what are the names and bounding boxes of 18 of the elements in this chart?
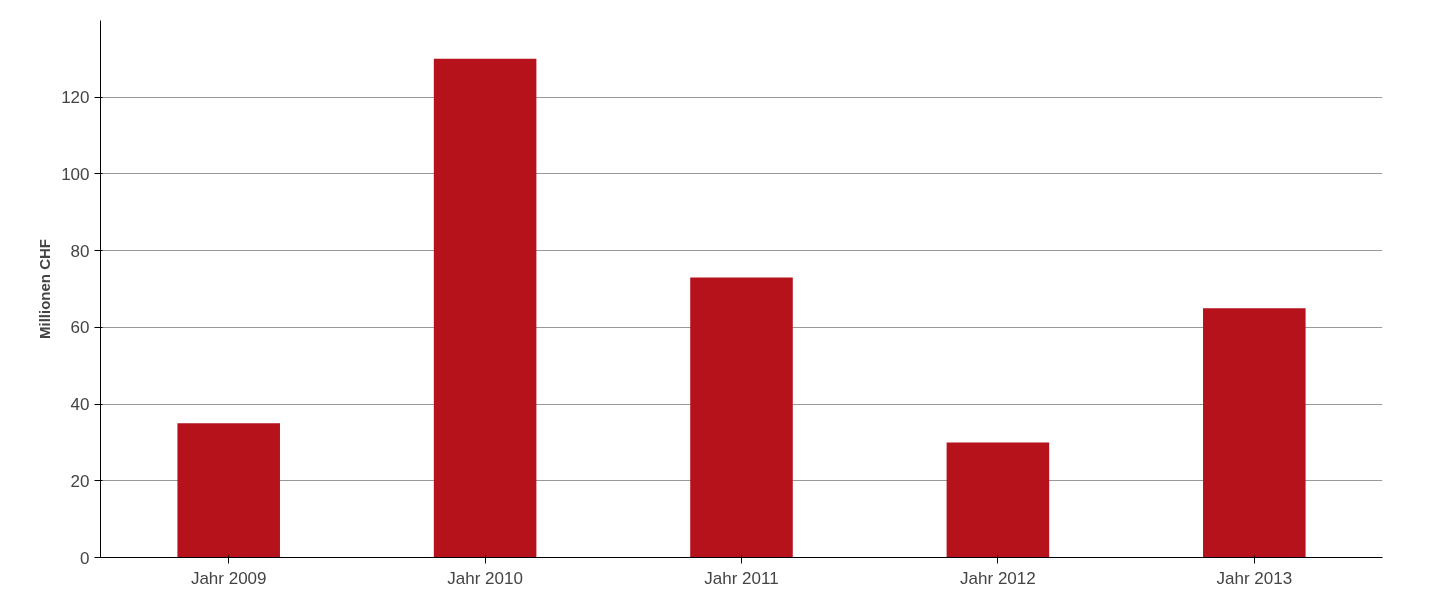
- x-tick-label: Jahr 2012: [960, 568, 1036, 588]
- bar: [946, 442, 1050, 558]
- bar: [690, 277, 793, 558]
- x-tick-label: Jahr 2011: [704, 568, 779, 588]
- bar: [177, 423, 280, 558]
- y-tick-label: 120: [61, 88, 90, 108]
- y-tick-label: 0: [80, 548, 90, 568]
- y-tick-label: 100: [61, 164, 90, 184]
- y-tick-label: 20: [70, 471, 90, 491]
- bar: [433, 58, 537, 558]
- x-tick-label: Jahr 2010: [447, 568, 523, 588]
- x-tick-label: Jahr 2009: [190, 568, 267, 588]
- y-tick-label: 80: [70, 241, 90, 261]
- y-tick-label: 40: [70, 395, 90, 415]
- x-tick-label: Jahr 2013: [1216, 568, 1293, 588]
- bar: [1203, 308, 1306, 558]
- y-tick-label: 60: [70, 318, 90, 338]
- y-axis-title: Millionen CHF: [36, 239, 54, 339]
